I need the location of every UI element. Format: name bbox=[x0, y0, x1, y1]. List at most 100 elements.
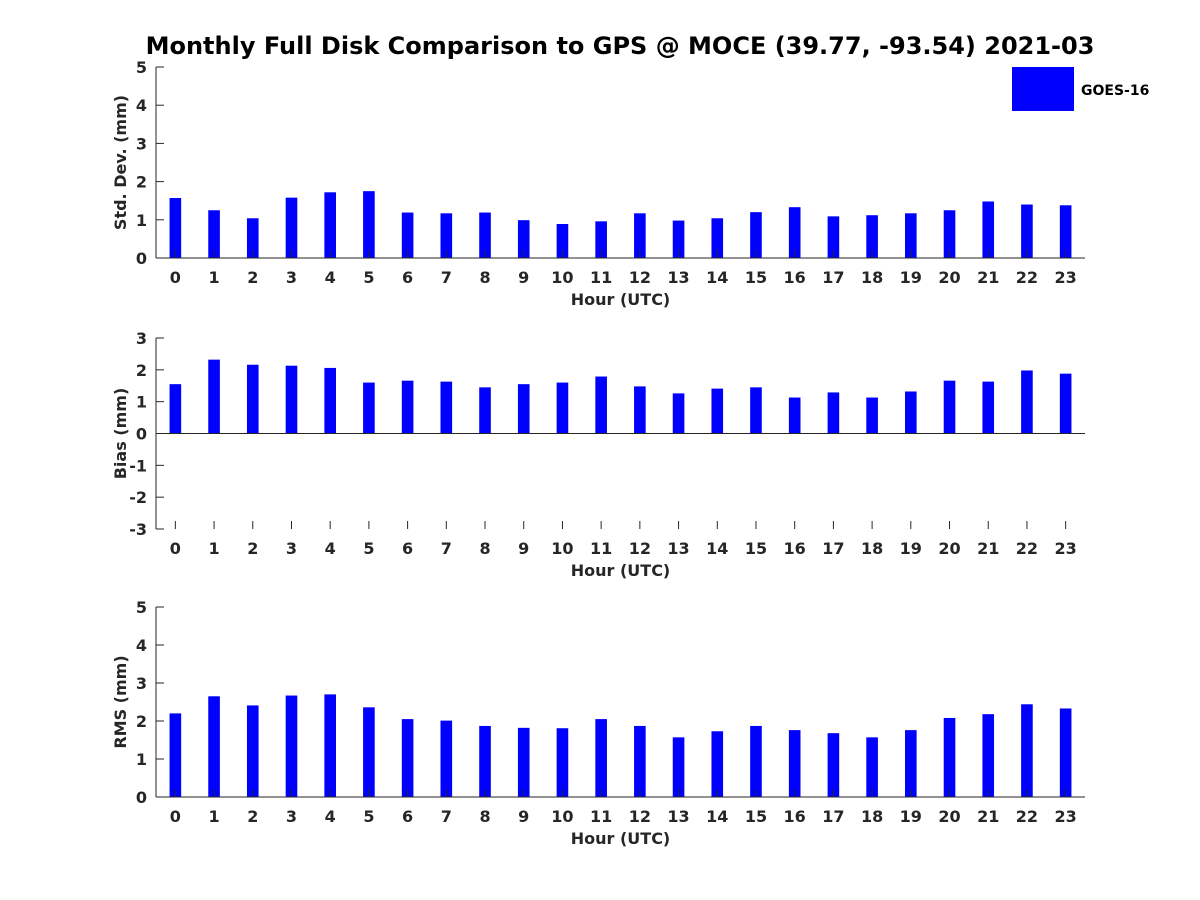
bar-hour-8 bbox=[479, 212, 491, 258]
bar-hour-3 bbox=[285, 695, 298, 797]
y-tick-label: 3 bbox=[136, 674, 147, 693]
bar-hour-4 bbox=[324, 694, 336, 797]
x-tick-label: 3 bbox=[286, 807, 297, 826]
bar-hour-5 bbox=[363, 707, 375, 797]
bar-hour-13 bbox=[672, 220, 685, 258]
bar-hour-15 bbox=[750, 725, 762, 797]
legend-label: GOES-16 bbox=[1081, 83, 1149, 99]
bar-hour-8 bbox=[479, 387, 491, 434]
bar-hour-20 bbox=[943, 380, 956, 434]
bar-hour-2 bbox=[246, 705, 259, 797]
x-tick-label: 7 bbox=[441, 539, 452, 558]
x-tick-label: 0 bbox=[170, 268, 181, 287]
y-tick-label: 4 bbox=[136, 96, 147, 115]
x-tick-label: 23 bbox=[1055, 539, 1077, 558]
x-tick-label: 21 bbox=[977, 807, 999, 826]
bar-hour-1 bbox=[208, 210, 220, 258]
bar-hour-17 bbox=[827, 216, 840, 258]
bar-hour-14 bbox=[711, 218, 724, 258]
y-tick-label: 2 bbox=[136, 173, 147, 192]
x-tick-label: 9 bbox=[518, 268, 529, 287]
x-tick-label: 8 bbox=[479, 807, 490, 826]
y-tick-label: -2 bbox=[129, 488, 147, 507]
y-tick-label: 1 bbox=[136, 393, 147, 412]
x-tick-label: 15 bbox=[745, 539, 767, 558]
bar-hour-23 bbox=[1059, 708, 1072, 797]
bar-hour-15 bbox=[750, 387, 762, 434]
x-axis-label: Hour (UTC) bbox=[571, 561, 671, 580]
bar-hour-23 bbox=[1059, 373, 1072, 434]
y-tick-label: 2 bbox=[136, 712, 147, 731]
bar-hour-1 bbox=[208, 359, 220, 434]
x-tick-label: 21 bbox=[977, 268, 999, 287]
x-tick-label: 5 bbox=[363, 268, 374, 287]
x-tick-label: 12 bbox=[629, 268, 651, 287]
y-tick-label: -1 bbox=[129, 456, 147, 475]
x-tick-label: 10 bbox=[551, 807, 573, 826]
x-tick-label: 5 bbox=[363, 807, 374, 826]
bar-hour-21 bbox=[982, 714, 995, 797]
y-tick-label: 0 bbox=[136, 788, 147, 807]
bar-hour-23 bbox=[1059, 205, 1072, 258]
bar-hour-8 bbox=[479, 725, 491, 797]
bar-hour-5 bbox=[363, 191, 375, 258]
x-tick-label: 5 bbox=[363, 539, 374, 558]
x-tick-label: 16 bbox=[784, 807, 806, 826]
bar-hour-12 bbox=[634, 725, 646, 797]
legend-swatch bbox=[1012, 67, 1074, 111]
bar-hour-4 bbox=[324, 367, 336, 434]
x-tick-label: 11 bbox=[590, 539, 612, 558]
x-tick-label: 0 bbox=[170, 807, 181, 826]
y-tick-label: 3 bbox=[136, 329, 147, 348]
bar-hour-15 bbox=[750, 212, 762, 258]
y-tick-label: 0 bbox=[136, 425, 147, 444]
y-tick-label: 3 bbox=[136, 134, 147, 153]
bar-hour-18 bbox=[866, 397, 878, 434]
bar-hour-4 bbox=[324, 192, 336, 258]
x-tick-label: 7 bbox=[441, 807, 452, 826]
x-tick-label: 19 bbox=[900, 539, 922, 558]
bar-hour-9 bbox=[517, 727, 530, 797]
x-tick-label: 6 bbox=[402, 539, 413, 558]
x-tick-label: 18 bbox=[861, 539, 883, 558]
x-tick-label: 8 bbox=[479, 539, 490, 558]
y-axis-label: RMS (mm) bbox=[111, 655, 130, 748]
x-tick-label: 22 bbox=[1016, 539, 1038, 558]
x-tick-label: 1 bbox=[208, 268, 219, 287]
x-tick-label: 13 bbox=[667, 807, 689, 826]
bar-hour-10 bbox=[556, 224, 569, 258]
bar-hour-21 bbox=[982, 201, 995, 258]
bar-hour-12 bbox=[634, 386, 646, 434]
x-tick-label: 11 bbox=[590, 268, 612, 287]
bar-hour-18 bbox=[866, 737, 878, 797]
bar-hour-3 bbox=[285, 365, 298, 434]
x-tick-label: 0 bbox=[170, 539, 181, 558]
bar-hour-2 bbox=[246, 218, 259, 258]
bar-hour-11 bbox=[595, 376, 607, 434]
x-tick-label: 14 bbox=[706, 807, 728, 826]
x-tick-label: 13 bbox=[667, 268, 689, 287]
x-tick-label: 4 bbox=[325, 807, 336, 826]
x-tick-label: 3 bbox=[286, 539, 297, 558]
bar-hour-16 bbox=[788, 397, 801, 434]
y-tick-label: 1 bbox=[136, 750, 147, 769]
bar-hour-17 bbox=[827, 733, 840, 797]
bar-hour-13 bbox=[672, 393, 685, 434]
bar-hour-1 bbox=[208, 696, 220, 797]
x-tick-label: 19 bbox=[900, 807, 922, 826]
x-axis-label: Hour (UTC) bbox=[571, 829, 671, 848]
x-tick-label: 8 bbox=[479, 268, 490, 287]
bar-hour-16 bbox=[788, 730, 801, 797]
bar-hour-18 bbox=[866, 215, 878, 258]
x-tick-label: 10 bbox=[551, 268, 573, 287]
bar-hour-16 bbox=[788, 207, 801, 258]
y-axis-label: Std. Dev. (mm) bbox=[111, 95, 130, 230]
x-tick-label: 19 bbox=[900, 268, 922, 287]
bar-hour-6 bbox=[401, 212, 414, 258]
x-tick-label: 9 bbox=[518, 539, 529, 558]
x-tick-label: 18 bbox=[861, 807, 883, 826]
y-tick-label: -3 bbox=[129, 520, 147, 539]
x-tick-label: 9 bbox=[518, 807, 529, 826]
